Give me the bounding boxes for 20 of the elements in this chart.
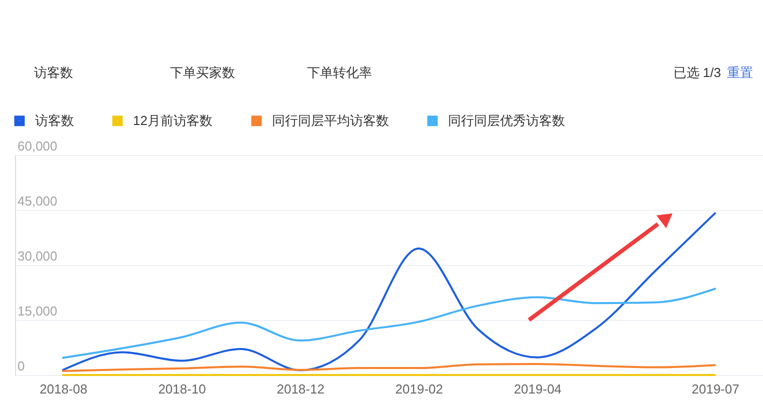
x-tick-label: 2018-10 [158, 382, 206, 396]
text: 访客数 [34, 65, 73, 80]
x-tick-label: 2019-02 [395, 382, 443, 396]
text: 已选 1/3 [673, 65, 721, 80]
x-tick-label: 2019-04 [514, 382, 562, 396]
legend-label: 同行同层优秀访客数 [448, 112, 565, 128]
y-tick-label: 45,000 [18, 194, 58, 208]
legend-label: 12月前访客数 [133, 112, 212, 128]
legend-label: 访客数 [35, 112, 74, 128]
y-tick-label: 15,000 [18, 304, 58, 318]
text: 重置 [727, 65, 753, 80]
y-tick-label: 30,000 [18, 248, 58, 264]
y-tick-label: 60,000 [18, 138, 58, 154]
x-tick-label: 2019-07 [692, 382, 740, 396]
text: 下单买家数 [170, 65, 235, 80]
x-tick-label: 2018-12 [276, 382, 324, 396]
legend-label: 同行同层平均访客数 [272, 112, 389, 128]
y-tick-label: 0 [18, 358, 25, 374]
text: 下单转化率 [307, 65, 372, 80]
x-tick-label: 2018-08 [40, 382, 88, 396]
